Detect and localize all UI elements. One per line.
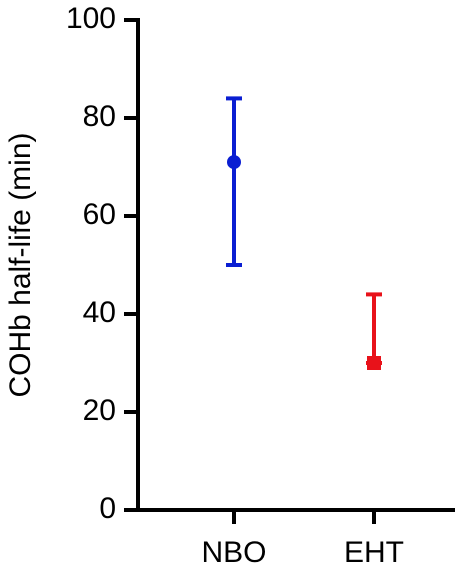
y-axis-label: COHb half-life (min) bbox=[4, 132, 37, 397]
marker bbox=[367, 356, 381, 370]
y-tick-label: 20 bbox=[83, 394, 116, 427]
x-tick-label: NBO bbox=[201, 536, 266, 569]
y-tick-label: 40 bbox=[83, 296, 116, 329]
x-tick-label: EHT bbox=[344, 536, 404, 569]
y-tick-label: 80 bbox=[83, 100, 116, 133]
y-tick-label: 60 bbox=[83, 198, 116, 231]
y-tick-label: 0 bbox=[99, 492, 116, 525]
marker bbox=[227, 155, 241, 170]
y-tick-label: 100 bbox=[66, 2, 116, 35]
